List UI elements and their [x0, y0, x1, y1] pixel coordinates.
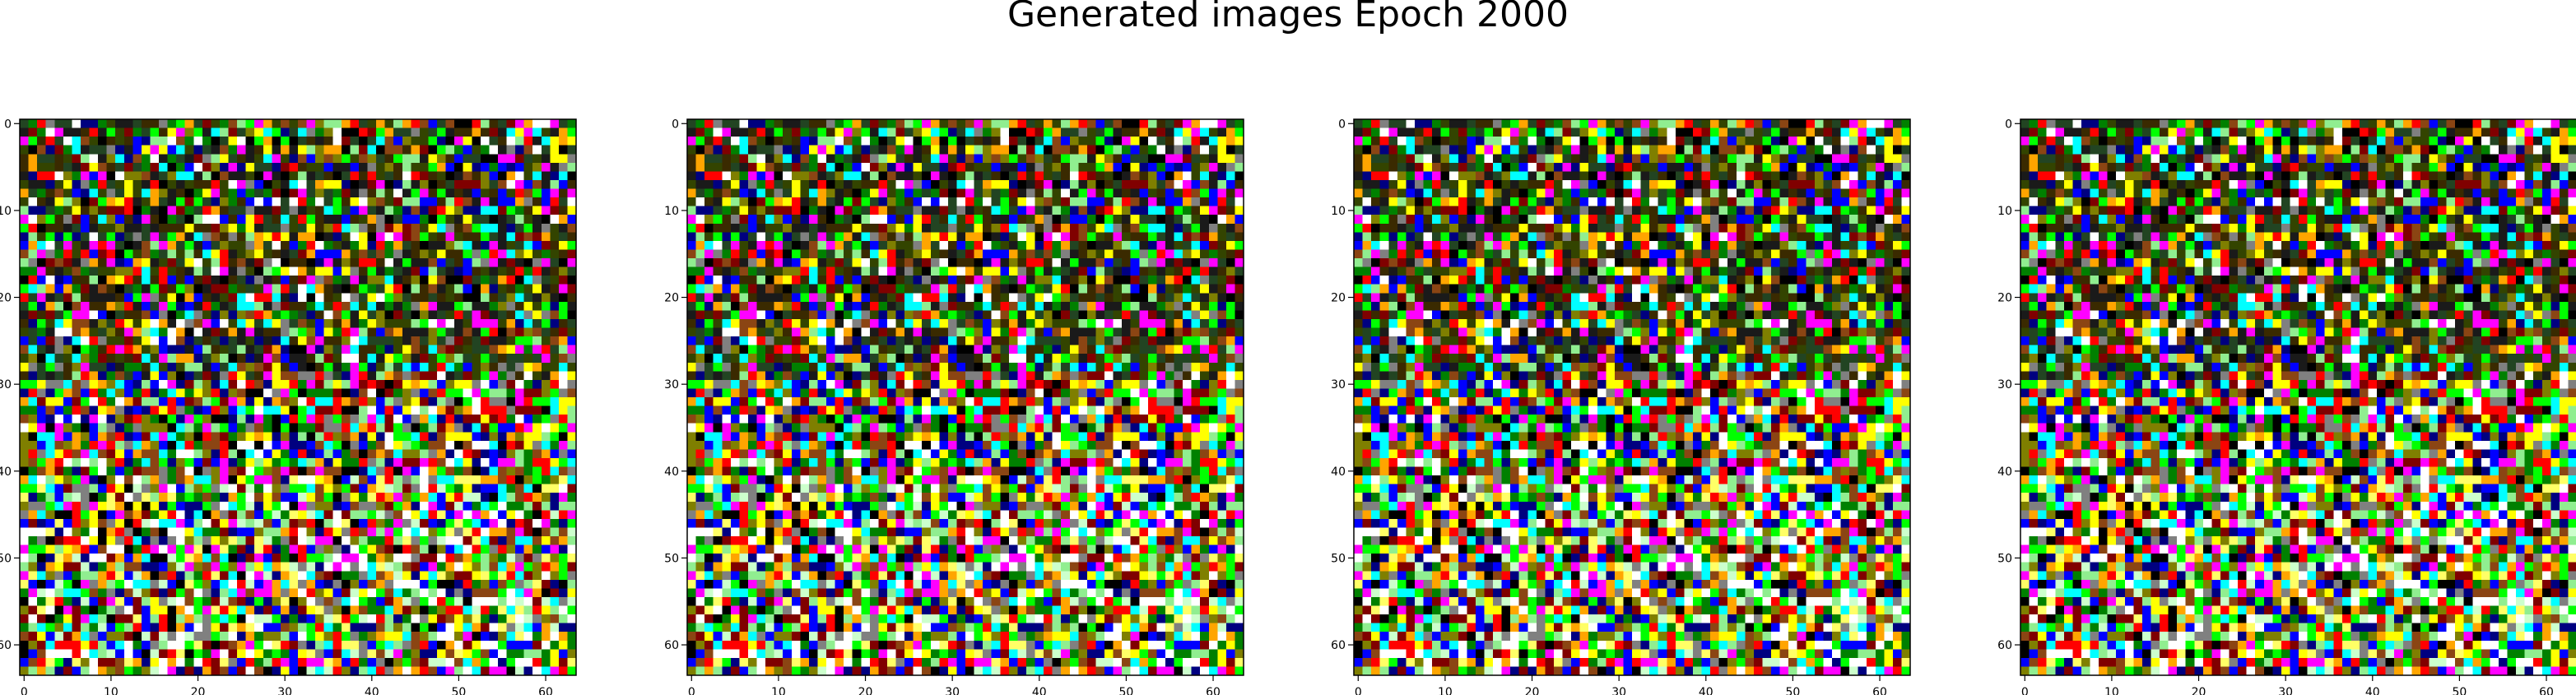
x-tick-label: 40 — [1032, 686, 1047, 695]
y-tick-label: 10 — [664, 205, 679, 218]
x-tick-label: 50 — [1785, 686, 1800, 695]
x-tick-label: 30 — [1611, 686, 1626, 695]
x-tick-label: 40 — [365, 686, 379, 695]
y-tick-label: 20 — [0, 292, 12, 305]
x-tick-label: 30 — [277, 686, 292, 695]
x-tick-label: 60 — [1206, 686, 1221, 695]
y-tick-label: 30 — [1997, 378, 2012, 392]
y-tick-label: 20 — [1331, 292, 1346, 305]
subplot-3: 0 10 20 30 40 50 60 0 10 20 30 40 50 60 — [1331, 118, 1911, 695]
x-tick-label: 0 — [1355, 686, 1362, 695]
y-tick-label: 40 — [664, 466, 679, 479]
subplot-4: 0 10 20 30 40 50 60 0 10 20 30 40 50 60 — [1997, 118, 2576, 695]
y-tick-label: 60 — [0, 639, 12, 652]
x-tick-label: 10 — [2104, 686, 2119, 695]
y-tick-label: 10 — [0, 205, 12, 218]
x-tick-label: 30 — [945, 686, 960, 695]
generated-image-2 — [687, 119, 1244, 676]
y-tick-label: 50 — [0, 552, 12, 565]
y-tick-label: 60 — [664, 639, 679, 652]
axes-frame — [19, 118, 577, 676]
y-tick-label: 50 — [664, 552, 679, 565]
y-tick-label: 30 — [664, 378, 679, 392]
x-tick-label: 0 — [21, 686, 28, 695]
x-tick-label: 60 — [538, 686, 553, 695]
x-tick-label: 60 — [2539, 686, 2554, 695]
x-tick-label: 50 — [451, 686, 466, 695]
subplot-1: 0 10 20 30 40 50 60 0 10 20 30 40 50 60 — [0, 118, 577, 695]
x-tick-label: 20 — [858, 686, 873, 695]
y-tick-label: 40 — [1331, 466, 1346, 479]
x-tick-label: 20 — [191, 686, 206, 695]
y-tick-label: 40 — [1997, 466, 2012, 479]
axes-frame — [2020, 118, 2576, 676]
y-tick-label: 40 — [0, 466, 12, 479]
y-tick-label: 60 — [1997, 639, 2012, 652]
axes-frame — [686, 118, 1244, 676]
x-tick-label: 40 — [1699, 686, 1713, 695]
y-tick-label: 0 — [1338, 118, 1346, 131]
x-tick-label: 10 — [771, 686, 786, 695]
x-tick-label: 0 — [688, 686, 695, 695]
y-tick-label: 50 — [1331, 552, 1346, 565]
y-tick-label: 10 — [1331, 205, 1346, 218]
x-tick-label: 20 — [2192, 686, 2206, 695]
y-tick-label: 20 — [664, 292, 679, 305]
x-tick-label: 0 — [2021, 686, 2029, 695]
x-tick-label: 20 — [1525, 686, 1540, 695]
x-tick-label: 60 — [1872, 686, 1887, 695]
y-tick-label: 0 — [2005, 118, 2012, 131]
x-tick-label: 50 — [1118, 686, 1133, 695]
figure-title: Generated images Epoch 2000 — [1007, 0, 1569, 35]
x-tick-label: 40 — [2365, 686, 2380, 695]
y-tick-label: 60 — [1331, 639, 1346, 652]
x-tick-label: 10 — [104, 686, 119, 695]
y-tick-label: 30 — [0, 378, 12, 392]
x-tick-label: 10 — [1438, 686, 1453, 695]
y-tick-label: 10 — [1997, 205, 2012, 218]
y-tick-label: 0 — [672, 118, 679, 131]
x-tick-label: 30 — [2278, 686, 2293, 695]
y-tick-label: 0 — [4, 118, 12, 131]
generated-image-4 — [2020, 119, 2576, 676]
y-tick-label: 30 — [1331, 378, 1346, 392]
x-tick-label: 50 — [2452, 686, 2467, 695]
generated-image-1 — [20, 119, 577, 676]
subplot-2: 0 10 20 30 40 50 60 0 10 20 30 40 50 60 — [664, 118, 1244, 695]
y-tick-label: 20 — [1997, 292, 2012, 305]
axes-frame — [1353, 118, 1911, 676]
generated-image-3 — [1354, 119, 1911, 676]
y-tick-label: 50 — [1997, 552, 2012, 565]
